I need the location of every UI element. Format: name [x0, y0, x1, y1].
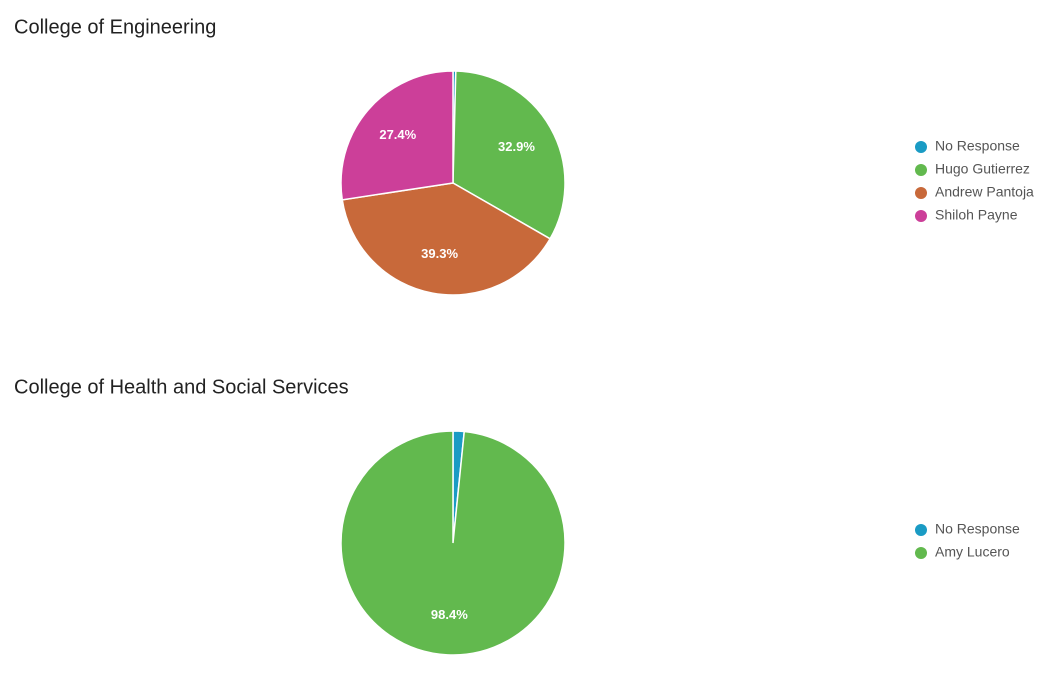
- legend-label: Hugo Gutierrez: [935, 161, 1030, 177]
- legend-marker: [915, 210, 927, 222]
- slice-label: 32.9%: [498, 139, 535, 154]
- legend-label: Andrew Pantoja: [935, 184, 1034, 200]
- slice-label: 98.4%: [431, 607, 468, 622]
- legend-marker: [915, 547, 927, 559]
- legend-label: No Response: [935, 138, 1020, 154]
- slice-label: 39.3%: [421, 246, 458, 261]
- chart-title: College of Health and Social Services: [14, 376, 349, 398]
- pie-slice: [452, 70, 566, 240]
- legend-label: Shiloh Payne: [935, 207, 1018, 223]
- pie-slice: [341, 182, 552, 296]
- legend-marker: [915, 187, 927, 199]
- legend-marker: [915, 524, 927, 536]
- legend-label: No Response: [935, 521, 1020, 537]
- slice-label: 27.4%: [379, 127, 416, 142]
- legend-label: Amy Lucero: [935, 544, 1010, 560]
- chart-title: College of Engineering: [14, 16, 216, 38]
- pie-slice: [340, 430, 566, 656]
- pie-slice: [340, 70, 454, 201]
- legend-marker: [915, 164, 927, 176]
- legend-marker: [915, 141, 927, 153]
